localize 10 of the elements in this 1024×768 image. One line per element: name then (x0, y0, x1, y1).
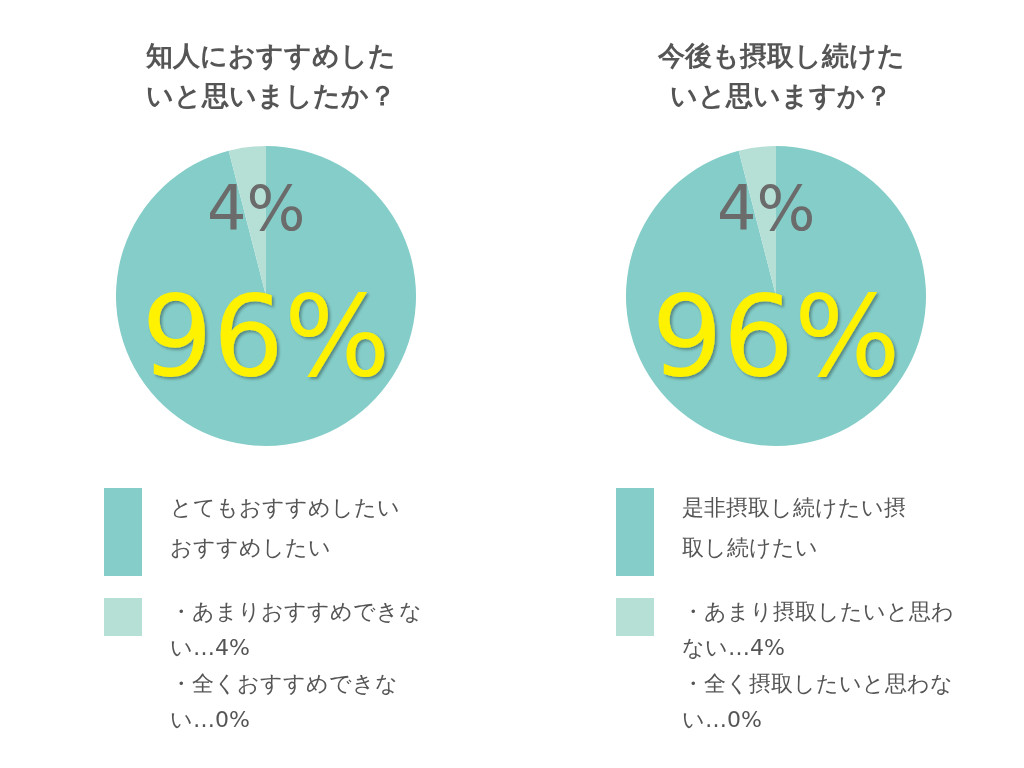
data-label: 4% (717, 172, 816, 246)
chart-title: 知人におすすめしたいと思いましたか？ (145, 39, 396, 111)
slice-label: 是非摂取し続けたい摂取し続けたい (682, 494, 907, 562)
legend-label: ・あまりおすすめできない…4%・全くおすすめできない…0% (170, 598, 423, 734)
data-label: 96% (141, 271, 391, 401)
data-label: 96% (651, 271, 901, 401)
chart-title: 今後も摂取し続けたいと思いますか？ (656, 39, 905, 111)
legend-label: ・あまり摂取したいと思わない…4%・全く摂取したいと思わない…0% (682, 598, 954, 734)
slice-label: とてもおすすめしたいおすすめしたい (170, 494, 400, 562)
data-label: 4% (207, 172, 306, 246)
